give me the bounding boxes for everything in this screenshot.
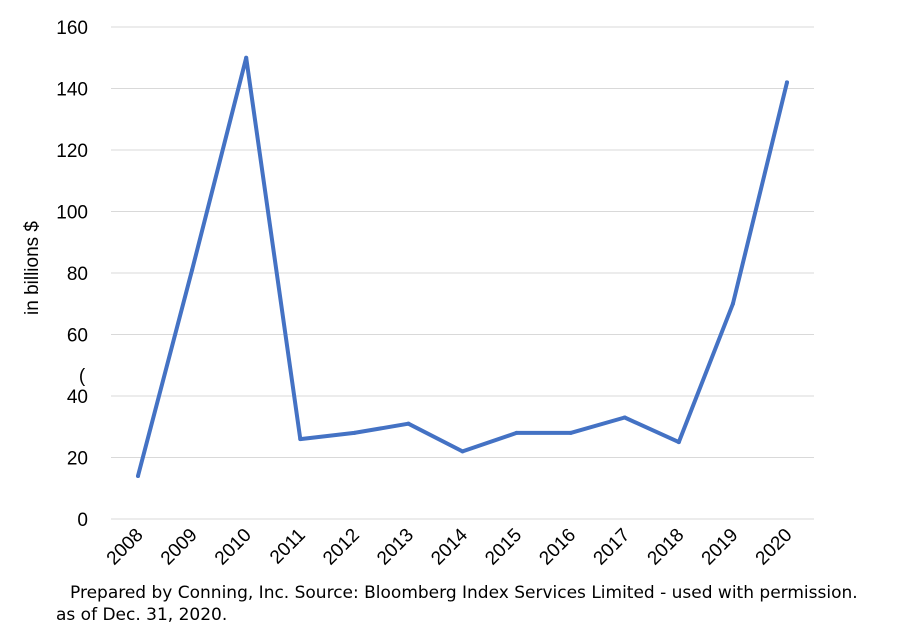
data-point	[730, 301, 735, 306]
chart-annotation: (	[79, 366, 86, 387]
y-tick-label: 0	[77, 510, 88, 531]
y-axis-label: in billions $	[22, 221, 43, 315]
y-tick-label: 80	[67, 264, 88, 285]
y-tick-label: 120	[56, 141, 88, 162]
series-line	[136, 55, 789, 478]
data-point	[298, 437, 303, 442]
x-tick-label: 2009	[157, 525, 202, 570]
data-point	[406, 421, 411, 426]
x-tick-label: 2013	[373, 525, 418, 570]
data-point	[136, 473, 141, 478]
x-tick-label: 2020	[752, 525, 797, 570]
y-tick-label: 160	[56, 18, 88, 39]
data-point	[568, 430, 573, 435]
date-line: as of Dec. 31, 2020.	[56, 605, 228, 625]
data-point	[460, 449, 465, 454]
data-point	[622, 415, 627, 420]
x-tick-label: 2015	[481, 525, 526, 570]
x-tick-label: 2014	[427, 524, 472, 569]
data-point	[784, 80, 789, 85]
y-axis-ticks: 0 20 40 60 80 100 120 140 160	[56, 18, 88, 531]
x-tick-label: 2012	[319, 525, 364, 570]
series-group	[136, 55, 789, 478]
x-tick-label: 2008	[103, 525, 148, 570]
x-tick-label: 2019	[698, 525, 743, 570]
x-tick-label: 2018	[644, 525, 689, 570]
y-tick-label: 60	[67, 326, 88, 347]
gridlines	[111, 26, 814, 520]
data-point	[244, 55, 249, 60]
y-tick-label: 100	[56, 203, 88, 224]
data-point	[514, 430, 519, 435]
y-tick-label: 40	[67, 387, 88, 408]
data-point	[352, 430, 357, 435]
source-note: Prepared by Conning, Inc. Source: Bloomb…	[56, 582, 858, 626]
data-point	[190, 267, 195, 272]
data-point	[676, 440, 681, 445]
x-tick-label: 2016	[535, 525, 580, 570]
y-tick-label: 140	[56, 80, 88, 101]
x-tick-label: 2011	[266, 525, 310, 569]
x-tick-label: 2017	[590, 525, 635, 570]
y-tick-label: 20	[67, 449, 88, 470]
x-tick-label: 2010	[211, 525, 256, 570]
source-line: Prepared by Conning, Inc. Source: Bloomb…	[70, 583, 858, 603]
x-axis-ticks: 2008 2009 2010 2011 2012 2013 2014 2015 2016 2017…	[103, 524, 797, 569]
